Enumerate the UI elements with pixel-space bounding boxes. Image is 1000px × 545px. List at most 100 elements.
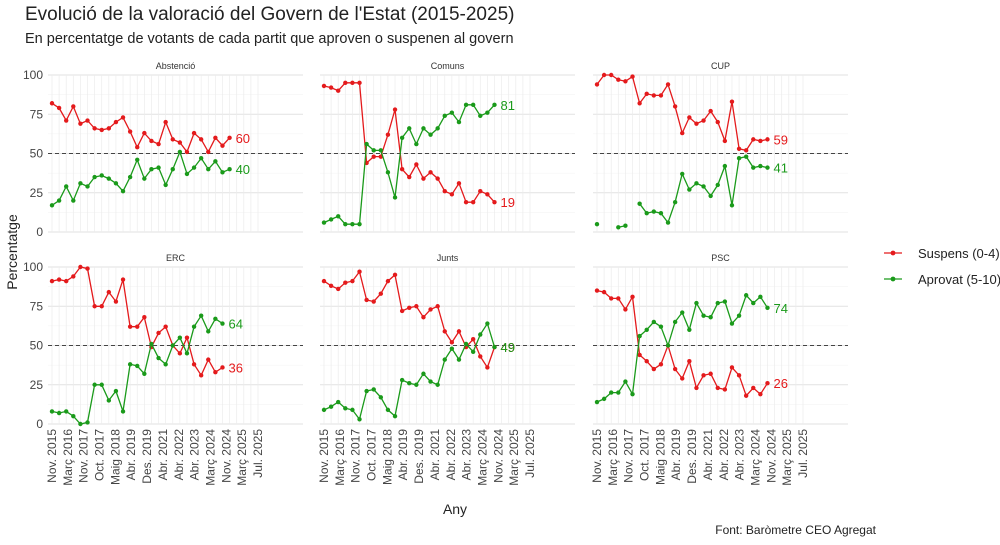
data-point-aprovat	[343, 406, 348, 411]
data-point-suspens	[407, 174, 412, 180]
data-point-aprovat	[142, 176, 147, 181]
data-point-aprovat	[92, 382, 97, 387]
data-point-aprovat	[350, 221, 355, 227]
y-tick-label: 100	[23, 260, 43, 274]
panel-junts: Junts Nov. 2015 Març 2016 Nov. 2017 Oct. 201…	[317, 253, 575, 486]
data-point-suspens	[616, 77, 621, 82]
data-point-aprovat	[198, 313, 204, 318]
data-point-suspens	[449, 340, 455, 345]
panel-cup: CUP 59 41	[593, 61, 848, 233]
panel-comuns: Comuns 19 81	[320, 61, 575, 233]
y-tick-label: 75	[30, 299, 44, 313]
data-point-aprovat	[751, 300, 756, 306]
x-tick-label: Març 2025	[235, 429, 249, 486]
data-point-aprovat	[135, 157, 140, 162]
data-point-suspens	[64, 118, 69, 123]
data-point-aprovat	[85, 184, 90, 189]
data-point-aprovat	[170, 167, 175, 172]
legend: Suspens (0-4) Aprovat (5-10)	[884, 246, 1000, 287]
data-point-suspens	[428, 170, 433, 175]
data-point-suspens	[357, 80, 362, 86]
data-point-suspens	[113, 299, 119, 304]
x-tick-label: Oct. 2017	[365, 429, 379, 481]
data-point-aprovat	[722, 299, 728, 304]
data-point-suspens	[135, 324, 140, 329]
panel-erc: ERC 0 25 50 75 100 Nov. 2015 Març 2016 Nov. 2017…	[23, 253, 303, 486]
data-point-suspens	[385, 132, 391, 137]
data-point-suspens	[478, 354, 483, 359]
data-point-aprovat	[694, 300, 699, 306]
data-point-suspens	[672, 104, 678, 109]
data-point-suspens	[672, 366, 678, 372]
x-tick-label: Jul. 2025	[251, 429, 265, 478]
x-tick-label: Abr. 2019	[669, 429, 683, 481]
x-tick-label: Març 2024	[203, 429, 217, 486]
data-point-suspens	[156, 330, 161, 336]
panel-title: PSC	[711, 253, 730, 263]
data-point-suspens	[198, 137, 204, 142]
data-point-aprovat	[407, 380, 412, 386]
data-point-aprovat	[78, 421, 83, 427]
data-point-aprovat	[149, 167, 154, 172]
series-aprovat	[321, 102, 497, 227]
data-point-aprovat	[213, 159, 218, 164]
data-point-suspens	[227, 135, 232, 140]
data-point-suspens	[99, 127, 104, 133]
data-point-suspens	[743, 148, 749, 153]
data-point-aprovat	[364, 141, 369, 147]
data-point-suspens	[163, 324, 168, 329]
data-point-aprovat	[751, 165, 756, 170]
data-point-suspens	[421, 176, 426, 181]
x-tick-label: Març 2024	[748, 429, 762, 486]
data-point-suspens	[156, 141, 161, 147]
data-point-aprovat	[113, 181, 119, 186]
data-point-aprovat	[758, 294, 763, 300]
data-point-aprovat	[442, 357, 447, 362]
data-point-aprovat	[665, 343, 671, 348]
data-point-aprovat	[463, 341, 469, 347]
data-point-aprovat	[722, 163, 728, 169]
data-point-aprovat	[435, 126, 440, 131]
panel-title: Junts	[437, 253, 459, 263]
data-point-aprovat	[729, 321, 735, 326]
data-point-suspens	[665, 82, 671, 87]
series-aprovat	[49, 149, 232, 208]
data-point-suspens	[456, 329, 462, 334]
end-label-suspens: 36	[228, 360, 242, 375]
legend-key-point	[890, 250, 896, 256]
data-point-aprovat	[120, 409, 126, 414]
data-point-aprovat	[49, 409, 55, 414]
data-point-suspens	[708, 371, 713, 376]
data-point-aprovat	[220, 321, 225, 326]
data-point-suspens	[651, 93, 657, 98]
x-tick-label: Març 2024	[475, 429, 489, 486]
panel-title: Comuns	[431, 61, 465, 71]
data-point-suspens	[722, 138, 728, 144]
panel-title: CUP	[711, 61, 730, 71]
data-point-suspens	[435, 304, 440, 309]
data-point-suspens	[463, 199, 469, 205]
y-tick-label: 50	[30, 147, 44, 161]
data-point-aprovat	[49, 203, 55, 208]
data-point-suspens	[715, 119, 720, 125]
data-point-suspens	[321, 278, 327, 284]
data-point-suspens	[616, 296, 621, 301]
data-point-suspens	[449, 192, 455, 197]
data-point-aprovat	[206, 167, 211, 172]
data-point-suspens	[213, 135, 218, 140]
series-suspens	[321, 80, 497, 205]
data-point-suspens	[191, 130, 197, 136]
x-tick-label: Abr. 2019	[396, 429, 410, 481]
data-point-aprovat	[623, 223, 628, 228]
x-tick-label: Maig 2018	[653, 429, 667, 485]
data-point-suspens	[113, 119, 119, 125]
x-tick-label: Des. 2019	[140, 429, 154, 484]
series-aprovat	[49, 313, 225, 427]
chart-title: Evolució de la valoració del Govern de l…	[25, 4, 515, 25]
y-tick-label: 100	[23, 68, 43, 82]
series-aprovat	[321, 321, 497, 422]
data-point-aprovat	[478, 113, 483, 119]
data-point-aprovat	[478, 332, 483, 337]
data-point-suspens	[701, 118, 706, 123]
